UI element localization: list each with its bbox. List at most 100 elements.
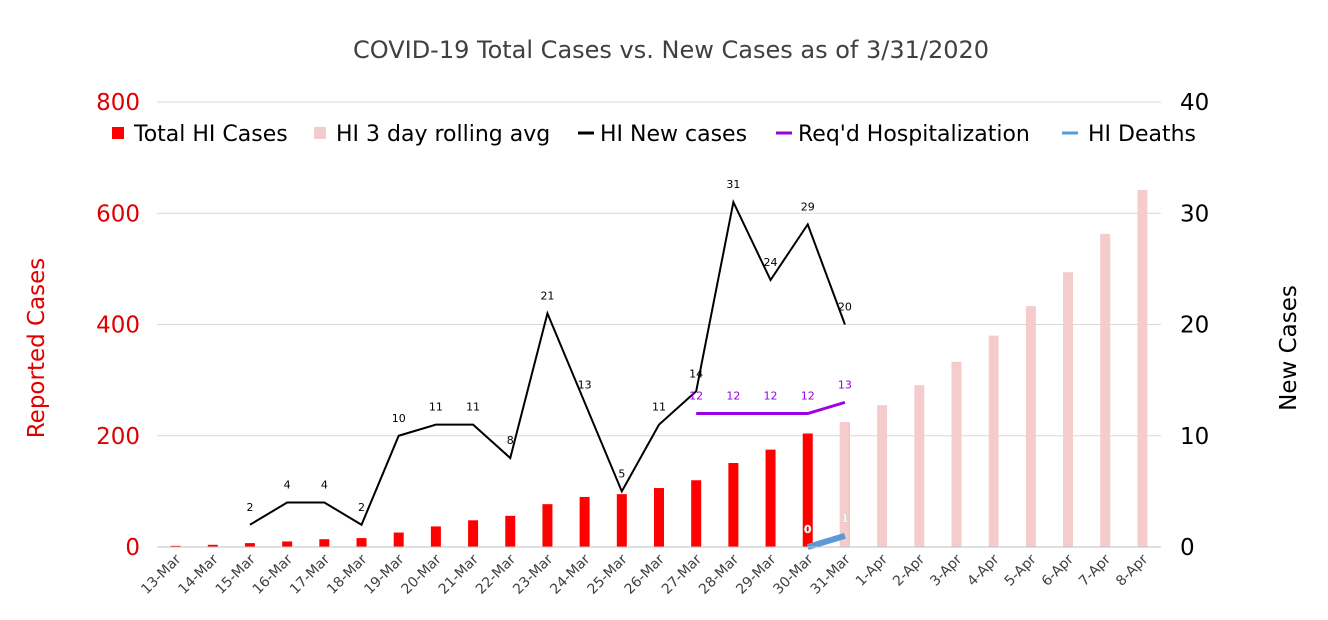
x-tick-label: 18-Mar — [324, 551, 370, 597]
data-label: 13 — [578, 378, 592, 391]
bar-total-cases — [319, 539, 330, 547]
data-label: 11 — [429, 401, 443, 414]
bar-total-cases — [468, 520, 479, 547]
x-tick-label: 7-Apr — [1076, 551, 1114, 589]
bar-total-cases — [802, 433, 813, 547]
x-tick-label: 3-Apr — [927, 551, 965, 589]
bar-total-cases — [654, 488, 664, 547]
bar-rolling-avg — [1025, 306, 1036, 547]
legend-label: HI 3 day rolling avg — [336, 122, 550, 147]
x-tick-label: 15-Mar — [213, 551, 259, 597]
data-label: 2 — [246, 501, 253, 514]
legend-label: HI Deaths — [1088, 122, 1196, 147]
chart-title: COVID-19 Total Cases vs. New Cases as of… — [353, 36, 989, 64]
left-tick-label: 600 — [96, 201, 140, 227]
legend-swatch — [314, 127, 326, 139]
x-tick-label: 30-Mar — [770, 551, 816, 597]
legend-label: Req'd Hospitalization — [798, 122, 1030, 147]
x-tick-label: 24-Mar — [547, 551, 593, 597]
data-label: 1 — [841, 512, 849, 525]
bar-total-cases — [505, 515, 516, 547]
x-tick-label: 19-Mar — [361, 551, 407, 597]
legend-label: Total HI Cases — [133, 122, 288, 147]
data-label: 29 — [801, 200, 815, 213]
data-label: 12 — [801, 390, 815, 403]
bar-rolling-avg — [988, 335, 999, 547]
right-tick-label: 0 — [1180, 535, 1195, 561]
bar-rolling-avg — [1137, 189, 1148, 547]
x-tick-label: 1-Apr — [853, 551, 891, 589]
x-tick-label: 23-Mar — [510, 551, 556, 597]
data-label: 8 — [507, 434, 514, 447]
data-label: 12 — [689, 390, 703, 403]
data-label: 21 — [540, 289, 554, 302]
x-tick-label: 26-Mar — [622, 551, 668, 597]
bar-total-cases — [616, 494, 627, 547]
bar-rolling-avg — [877, 405, 888, 547]
data-label: 13 — [838, 378, 852, 391]
bar-total-cases — [691, 480, 702, 547]
bar-total-cases — [542, 504, 553, 547]
data-label: 12 — [726, 390, 740, 403]
x-tick-label: 16-Mar — [250, 551, 296, 597]
x-tick-label: 6-Apr — [1039, 551, 1077, 589]
data-label: 0 — [804, 523, 812, 536]
x-tick-label: 21-Mar — [436, 551, 482, 597]
left-tick-label: 400 — [96, 313, 140, 339]
bar-rolling-avg — [839, 422, 850, 547]
x-tick-label: 20-Mar — [399, 551, 445, 597]
x-tick-label: 31-Mar — [808, 551, 854, 597]
data-label: 10 — [392, 412, 406, 425]
right-tick-label: 10 — [1180, 424, 1209, 450]
bar-rolling-avg — [914, 385, 925, 547]
x-tick-label: 28-Mar — [696, 551, 742, 597]
line-series-2 — [249, 198, 846, 527]
bar-total-cases — [579, 496, 590, 547]
right-tick-label: 40 — [1180, 90, 1209, 116]
left-axis-ticks: 0 200 400 600 800 — [96, 90, 140, 561]
gridlines — [157, 101, 1161, 437]
left-tick-label: 200 — [96, 424, 140, 450]
data-label: 5 — [618, 467, 625, 480]
left-tick-label: 800 — [96, 90, 140, 116]
bar-total-cases — [393, 532, 404, 547]
right-tick-label: 20 — [1180, 313, 1209, 339]
x-tick-label: 14-Mar — [175, 551, 221, 597]
bar-rolling-avg — [1063, 272, 1074, 547]
bar-total-cases — [244, 543, 255, 547]
x-tick-label: 13-Mar — [138, 551, 184, 597]
data-label: 4 — [321, 479, 328, 492]
x-tick-label: 27-Mar — [659, 551, 705, 597]
x-axis-ticks: 13-Mar14-Mar15-Mar16-Mar17-Mar18-Mar19-M… — [138, 551, 1151, 597]
line-series-3 — [696, 400, 846, 415]
data-label: 24 — [764, 256, 778, 269]
data-label: 12 — [764, 390, 778, 403]
data-label: 31 — [726, 178, 740, 191]
x-tick-label: 5-Apr — [1002, 551, 1040, 589]
right-axis-title: New Cases — [1276, 285, 1302, 411]
legend-label: HI New cases — [600, 122, 747, 147]
data-label: 11 — [466, 401, 480, 414]
bar-total-cases — [430, 526, 441, 547]
x-tick-label: 8-Apr — [1113, 551, 1151, 589]
x-tick-label: 25-Mar — [584, 551, 630, 597]
lines — [249, 198, 846, 550]
legend-swatch — [112, 127, 124, 139]
bar-total-cases — [282, 541, 293, 547]
bars — [170, 189, 1148, 548]
x-tick-label: 17-Mar — [287, 551, 333, 597]
bar-total-cases — [728, 463, 739, 547]
bar-rolling-avg — [951, 361, 962, 547]
x-tick-label: 2-Apr — [890, 551, 928, 589]
bar-total-cases — [207, 544, 218, 547]
bar-total-cases — [765, 449, 776, 547]
data-label: 11 — [652, 401, 666, 414]
data-label: 2 — [358, 501, 365, 514]
line-series-4 — [806, 533, 846, 550]
data-label: 4 — [284, 479, 291, 492]
data-label: 20 — [838, 301, 852, 314]
bar-rolling-avg — [1100, 233, 1111, 548]
legend: Total HI Cases HI 3 day rolling avg HI New… — [112, 122, 1196, 147]
